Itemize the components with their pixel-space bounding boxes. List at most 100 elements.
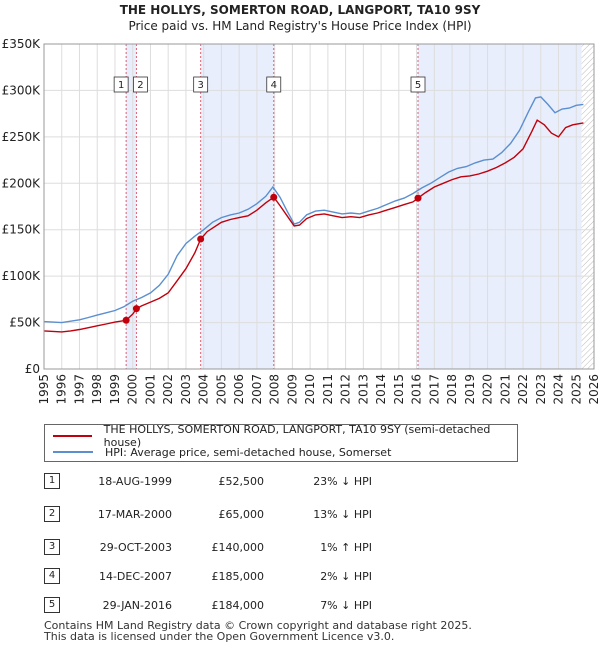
x-tick-label: 1997	[72, 374, 86, 405]
x-tick-label: 1996	[55, 374, 69, 405]
chart-legend: THE HOLLYS, SOMERTON ROAD, LANGPORT, TA1…	[44, 423, 518, 462]
legend-label-property: THE HOLLYS, SOMERTON ROAD, LANGPORT, TA1…	[103, 423, 491, 449]
x-tick-label: 2006	[232, 374, 246, 405]
x-tick-label: 2014	[374, 374, 388, 405]
x-tick-label: 2008	[268, 374, 282, 405]
sale-point	[414, 194, 422, 202]
sale-number-badge: 1	[44, 473, 60, 489]
axes: £0 £50K £100K £150K £200K £250K £300K £350K 1995…	[2, 37, 600, 405]
sale-date: 17-MAR-2000	[97, 508, 172, 521]
x-tick-label: 2003	[179, 374, 193, 405]
sale-label-box	[266, 76, 282, 93]
sale-number-badge: 5	[44, 597, 60, 613]
x-tick-label: 2019	[463, 374, 477, 405]
sale-number-badge: 2	[44, 506, 60, 522]
table-row: 2 17-MAR-2000 £65,000 13% ↓ HPI	[44, 506, 464, 524]
series	[43, 96, 584, 333]
x-tick-label: 1995	[37, 374, 51, 405]
footer: Contains HM Land Registry data © Crown c…	[44, 620, 472, 642]
x-tick-label: 2010	[303, 374, 317, 405]
x-tick-label: 2011	[321, 374, 335, 405]
sale-price: £185,000	[211, 570, 265, 583]
sale-date: 18-AUG-1999	[98, 475, 172, 488]
y-tick-label: £300K	[2, 83, 42, 97]
x-tick-label: 2024	[552, 374, 566, 405]
table-row: 5 29-JAN-2016 £184,000 7% ↓ HPI	[44, 597, 464, 615]
sale-label-text: 2	[137, 80, 143, 91]
x-tick-label: 2021	[498, 374, 512, 405]
sale-hpi-diff: 1% ↑ HPI	[320, 541, 372, 554]
sale-price: £140,000	[211, 541, 265, 554]
x-tick-label: 2001	[143, 374, 157, 405]
shaded-period	[418, 44, 582, 369]
shaded-period	[126, 44, 137, 369]
chart-title: THE HOLLYS, SOMERTON ROAD, LANGPORT, TA1…	[120, 3, 481, 17]
legend-item-property: THE HOLLYS, SOMERTON ROAD, LANGPORT, TA1…	[53, 423, 517, 449]
sale-label-box	[410, 76, 426, 93]
x-tick-label: 2022	[516, 374, 530, 405]
y-tick-label: £150K	[2, 223, 42, 237]
sale-points	[122, 193, 422, 324]
sale-hpi-diff: 2% ↓ HPI	[320, 570, 372, 583]
footer-license: This data is licensed under the Open Gov…	[44, 630, 395, 643]
sale-hpi-diff: 13% ↓ HPI	[313, 508, 372, 521]
x-tick-label: 2025	[569, 374, 583, 405]
sale-number-badge: 3	[44, 539, 60, 555]
x-tick-label: 2005	[214, 374, 228, 405]
x-tick-label: 2013	[356, 374, 370, 405]
x-tick-label: 2023	[534, 374, 548, 405]
x-tick-label: 2000	[126, 374, 140, 405]
x-tick-label: 2018	[445, 374, 459, 405]
sale-label-text: 5	[415, 80, 421, 91]
sale-point	[197, 235, 205, 243]
sale-label-box	[113, 76, 129, 93]
sale-number-badge: 4	[44, 568, 60, 584]
y-tick-label: £50K	[9, 316, 41, 330]
sale-label-box	[133, 76, 148, 93]
chart-subtitle: Price paid vs. HM Land Registry's House …	[128, 19, 471, 33]
y-tick-label: £0	[25, 362, 40, 376]
y-tick-label: £350K	[2, 37, 42, 51]
forecast-hatch	[581, 44, 594, 369]
x-tick-label: 2017	[427, 374, 441, 405]
series-line	[43, 96, 584, 324]
x-tick-label: 1999	[108, 374, 122, 405]
sale-date: 14-DEC-2007	[98, 570, 172, 583]
sale-point	[270, 193, 278, 201]
legend-item-hpi: HPI: Average price, semi-detached house,…	[53, 445, 391, 459]
legend-label-hpi: HPI: Average price, semi-detached house,…	[105, 445, 392, 459]
legend-swatch-property	[53, 435, 92, 437]
sale-label-text: 3	[197, 80, 203, 91]
sale-point	[122, 316, 130, 324]
sale-date: 29-OCT-2003	[99, 541, 172, 554]
x-tick-label: 2016	[410, 374, 424, 405]
series-line	[43, 119, 584, 333]
y-tick-label: £100K	[2, 269, 42, 283]
shaded-periods	[126, 44, 594, 369]
table-row: 4 14-DEC-2007 £185,000 2% ↓ HPI	[44, 568, 464, 586]
footer-copyright: Contains HM Land Registry data © Crown c…	[44, 619, 472, 632]
table-row: 1 18-AUG-1999 £52,500 23% ↓ HPI	[44, 473, 464, 491]
legend-swatch-hpi	[53, 451, 93, 453]
sale-hpi-diff: 23% ↓ HPI	[313, 475, 372, 488]
price-chart: THE HOLLYS, SOMERTON ROAD, LANGPORT, TA1…	[2, 3, 600, 405]
sale-labels: 1 2 3 4 5	[113, 76, 426, 93]
sale-point	[132, 305, 140, 313]
x-tick-label: 2007	[250, 374, 264, 405]
x-tick-label: 2015	[392, 374, 406, 405]
sale-price: £52,500	[218, 475, 265, 488]
table-row: 3 29-OCT-2003 £140,000 1% ↑ HPI	[44, 539, 464, 557]
x-tick-label: 2012	[339, 374, 353, 405]
plot-frame	[43, 43, 595, 370]
y-tick-label: £200K	[2, 176, 42, 190]
x-tick-label: 1998	[90, 374, 104, 405]
grid	[43, 43, 595, 370]
sale-price: £184,000	[211, 599, 265, 612]
sale-label-text: 4	[271, 80, 277, 91]
sale-hpi-diff: 7% ↓ HPI	[320, 599, 372, 612]
sale-label-text: 1	[118, 80, 124, 91]
sale-label-box	[193, 76, 209, 93]
x-tick-label: 2004	[197, 374, 211, 405]
x-tick-label: 2002	[161, 374, 175, 405]
y-tick-label: £250K	[2, 130, 42, 144]
